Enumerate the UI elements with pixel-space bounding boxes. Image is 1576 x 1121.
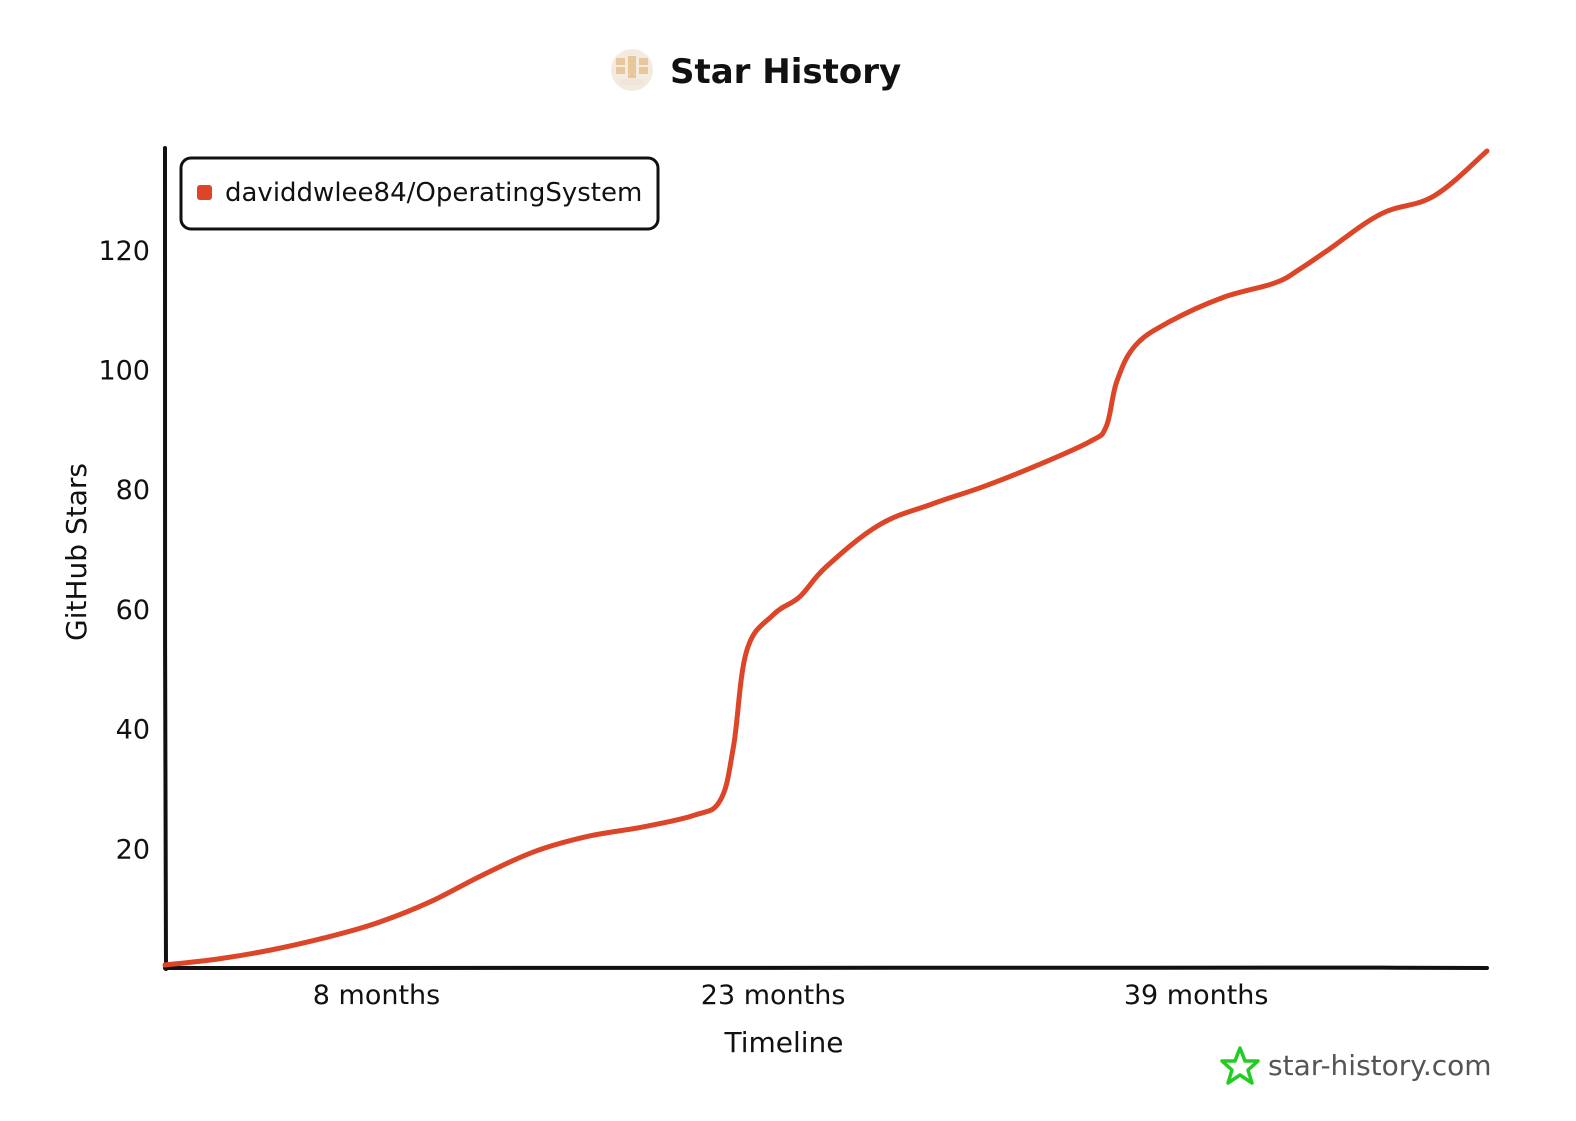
watermark: star-history.com: [1220, 1046, 1492, 1085]
x-tick-labels: 8 months 23 months 39 months: [313, 980, 1269, 1011]
y-tick-label: 100: [98, 355, 150, 386]
green-star-icon: [1220, 1046, 1260, 1085]
y-axis-line: [163, 146, 168, 971]
series-group: [162, 148, 1490, 968]
star-history-logo-icon: [611, 49, 653, 91]
legend-label: daviddwlee84/OperatingSystem: [225, 178, 642, 208]
y-tick-label: 40: [116, 715, 150, 746]
y-tick-labels: 20 40 60 80 100 120: [98, 236, 150, 866]
x-tick-label: 39 months: [1124, 980, 1269, 1011]
y-tick-label: 80: [116, 475, 150, 506]
x-tick-label: 8 months: [313, 980, 440, 1011]
series-line: [162, 148, 1490, 968]
x-axis-line: [163, 965, 1489, 971]
watermark-text: star-history.com: [1268, 1049, 1492, 1082]
y-tick-label: 60: [116, 595, 150, 626]
legend: daviddwlee84/OperatingSystem: [179, 156, 660, 231]
legend-box: [179, 156, 660, 231]
legend-swatch: [197, 185, 212, 200]
x-axis-label: Timeline: [723, 1026, 843, 1059]
y-axis-label: GitHub Stars: [60, 463, 93, 641]
chart-title: Star History: [670, 52, 901, 92]
y-tick-label: 120: [98, 236, 150, 267]
chart-header: Star History: [611, 49, 901, 92]
axes: [163, 146, 1489, 971]
y-tick-label: 20: [116, 834, 150, 865]
x-tick-label: 23 months: [701, 980, 846, 1011]
